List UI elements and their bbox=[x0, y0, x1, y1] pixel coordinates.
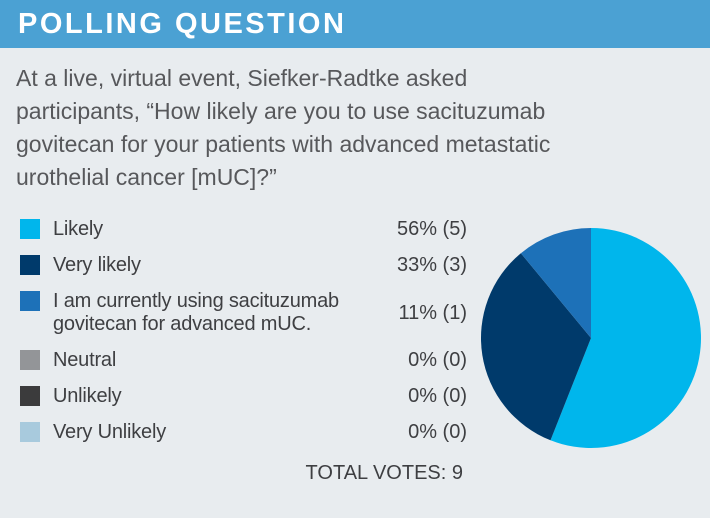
question-line: urothelial cancer [mUC]?” bbox=[16, 164, 277, 190]
pie-chart bbox=[480, 227, 702, 449]
legend-row: Likely 56% (5) bbox=[20, 218, 467, 241]
page-title: POLLING QUESTION bbox=[18, 7, 347, 40]
legend-value: 56% (5) bbox=[396, 218, 467, 240]
legend-value: 0% (0) bbox=[408, 349, 467, 371]
legend-value: 33% (3) bbox=[396, 254, 467, 276]
legend-row: Very likely 33% (3) bbox=[20, 254, 467, 277]
question-text: At a live, virtual event, Siefker-Radtke… bbox=[16, 62, 696, 194]
legend-value: 0% (0) bbox=[408, 421, 467, 443]
legend-label: Very likely bbox=[53, 254, 141, 276]
total-votes: TOTAL VOTES: 9 bbox=[305, 462, 463, 484]
legend-label: Likely bbox=[53, 218, 103, 240]
question-line: At a live, virtual event, Siefker-Radtke… bbox=[16, 65, 468, 91]
pie-slice-2 bbox=[520, 228, 591, 338]
legend-swatch bbox=[20, 219, 40, 239]
legend-label: Unlikely bbox=[53, 385, 122, 407]
pie-slice-0 bbox=[550, 228, 701, 448]
legend-swatch bbox=[20, 386, 40, 406]
pie-chart-svg bbox=[480, 228, 701, 448]
legend-swatch bbox=[20, 255, 40, 275]
legend-value: 0% (0) bbox=[408, 385, 467, 407]
legend-value: 11% (1) bbox=[398, 301, 467, 324]
legend-row: Neutral 0% (0) bbox=[20, 349, 467, 372]
legend-label: Very Unlikely bbox=[53, 421, 166, 443]
header-bar: POLLING QUESTION bbox=[0, 0, 710, 48]
legend-swatch bbox=[20, 350, 40, 370]
question-line: participants, “How likely are you to use… bbox=[16, 98, 546, 124]
legend-label: I am currently using sacituzumab govitec… bbox=[53, 290, 339, 335]
pie-slice-1 bbox=[480, 253, 591, 441]
legend-swatch bbox=[20, 422, 40, 442]
legend-row: Unlikely 0% (0) bbox=[20, 385, 467, 408]
legend-swatch bbox=[20, 291, 40, 311]
poll-results-legend: Likely 56% (5) Very likely 33% (3) I am curr… bbox=[20, 218, 467, 457]
legend-label: Neutral bbox=[53, 349, 117, 371]
question-line: govitecan for your patients with advance… bbox=[16, 131, 551, 157]
legend-row: I am currently using sacituzumab govitec… bbox=[20, 290, 467, 336]
legend-row: Very Unlikely 0% (0) bbox=[20, 421, 467, 444]
